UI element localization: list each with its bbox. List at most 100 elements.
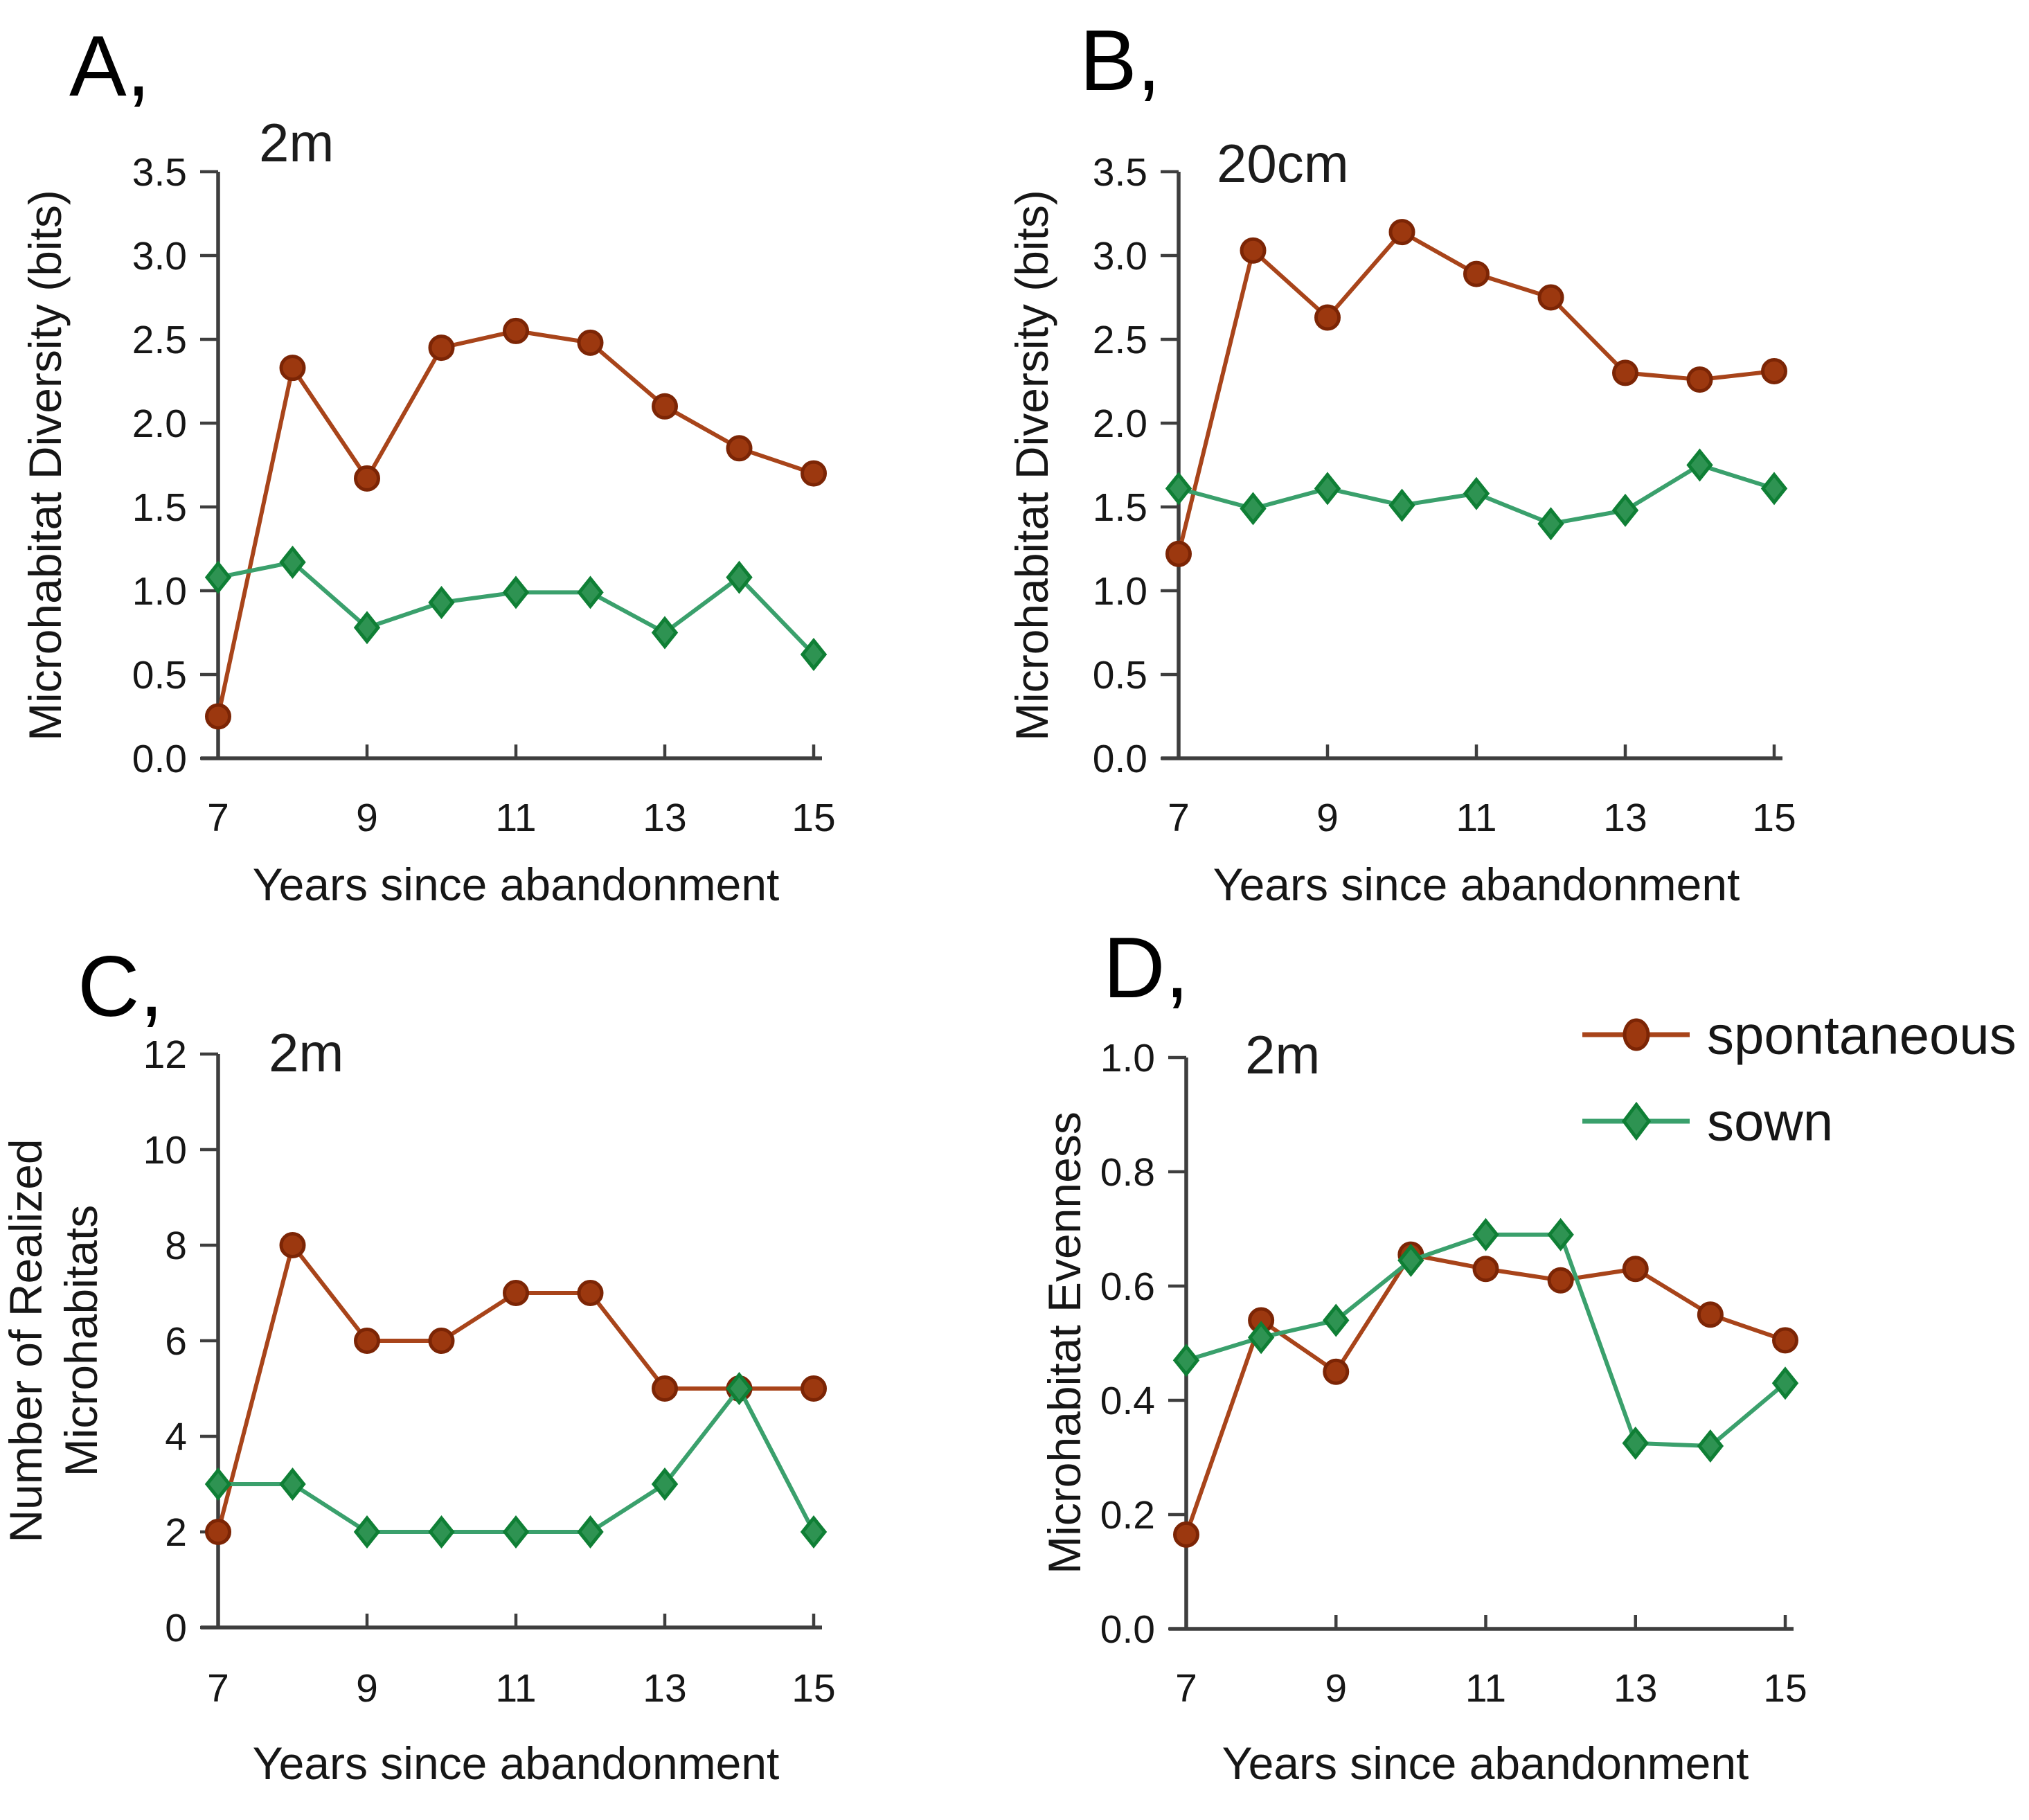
spontaneous-marker-circle	[503, 317, 529, 344]
sown-marker-diamond	[1697, 1429, 1724, 1463]
sown-marker-diamond	[1760, 472, 1788, 506]
sown-marker-diamond	[800, 637, 828, 671]
y-tick-label: 0	[165, 1606, 187, 1650]
y-tick-label: 1.0	[1093, 569, 1147, 614]
x-tick-label: 11	[495, 1666, 536, 1711]
sown-marker-diamond	[353, 611, 381, 645]
y-tick-label: 2	[165, 1510, 187, 1555]
y-tick-label: 0.5	[132, 653, 187, 697]
x-tick-label: 15	[792, 796, 835, 840]
x-axis-title: Years since abandonment	[253, 859, 780, 910]
y-tick-label: 0.6	[1100, 1265, 1155, 1309]
legend-label-spontaneous: spontaneous	[1707, 1004, 2017, 1065]
spontaneous-marker-circle	[801, 1375, 827, 1402]
x-axis-title: Years since abandonment	[253, 1738, 780, 1789]
x-tick-label: 13	[643, 796, 686, 840]
spontaneous-marker-circle	[1472, 1256, 1499, 1283]
y-tick-label: 0.0	[1093, 737, 1147, 781]
sown-marker-diamond	[1165, 472, 1192, 506]
x-tick-label: 9	[356, 1666, 378, 1711]
plot-area: 0.0 0.2 0.4 0.6 0.8 1.0 7 9 11 13 15	[1100, 1036, 1807, 1711]
spontaneous-marker-circle	[279, 1232, 306, 1258]
y-tick-label: 0.5	[1093, 653, 1147, 697]
y-tick-label: 2.5	[1093, 318, 1147, 362]
sown-marker-diamond	[353, 1515, 381, 1549]
spontaneous-marker-circle	[205, 1519, 231, 1545]
y-tick-label: 3.5	[1093, 150, 1147, 195]
chart-c-number-realized-microhabitats-2m: 0 2 4 6 8 10 12 7 9 11 13 15 C, 2m Number of Realiz…	[0, 939, 836, 1789]
sown-marker-diamond	[1547, 1217, 1574, 1251]
x-tick-label: 11	[1465, 1666, 1506, 1711]
sown-marker-diamond	[577, 1515, 604, 1549]
legend-diamond-icon	[1621, 1101, 1652, 1141]
sown-marker-diamond	[1388, 488, 1415, 522]
y-tick-label: 10	[143, 1128, 187, 1172]
panel-c: 0 2 4 6 8 10 12 7 9 11 13 15 C, 2m Number of Realiz…	[0, 910, 1014, 1820]
sown-marker-diamond	[279, 545, 306, 579]
sown-marker-diamond	[1537, 507, 1564, 541]
sown-marker-diamond	[1472, 1217, 1499, 1251]
spontaneous-marker-circle	[1165, 540, 1192, 567]
y-tick-label: 3.0	[1093, 234, 1147, 278]
spontaneous-marker-circle	[1761, 357, 1787, 384]
sown-marker-diamond	[428, 1515, 455, 1549]
spontaneous-marker-circle	[205, 703, 231, 730]
spontaneous-marker-circle	[1173, 1521, 1199, 1548]
y-tick-label: 0.2	[1100, 1493, 1155, 1537]
y-tick-label: 6	[165, 1319, 187, 1364]
y-tick-label: 8	[165, 1224, 187, 1268]
sown-marker-diamond	[428, 585, 455, 619]
y-axis-title: Microhabitat Diversity (bits)	[19, 190, 71, 741]
spontaneous-marker-circle	[1547, 1267, 1574, 1294]
chart-a-microhabitat-diversity-2m: 0.0 0.5 1.0 1.5 2.0 2.5 3.0 3.5 7 9 11 13 15 A, 2m M…	[19, 19, 836, 910]
y-tick-label: 0.4	[1100, 1379, 1155, 1423]
panel-letter: C,	[78, 939, 163, 1035]
spontaneous-marker-circle	[577, 1280, 604, 1306]
y-axis-title: Microhabitat Evenness	[1039, 1112, 1090, 1574]
panel-b: 0.0 0.5 1.0 1.5 2.0 2.5 3.0 3.5 7 9 11 13 15 B, 20cm…	[1014, 0, 2029, 910]
x-tick-label: 13	[1614, 1666, 1657, 1711]
spontaneous-marker-circle	[1537, 284, 1564, 311]
panel-annotation: 2m	[269, 1022, 343, 1083]
spontaneous-marker-circle	[354, 1328, 380, 1354]
spontaneous-marker-circle	[1240, 237, 1267, 264]
y-axis-title-line-2: Microhabitats	[55, 1205, 107, 1477]
spontaneous-marker-circle	[1314, 304, 1341, 331]
x-tick-label: 9	[356, 796, 378, 840]
sown-marker-diamond	[1622, 1426, 1649, 1460]
sown-marker-diamond	[1314, 472, 1341, 506]
x-tick-label: 7	[207, 1666, 229, 1711]
x-tick-label: 15	[1763, 1666, 1807, 1711]
panel-annotation: 2m	[1245, 1024, 1320, 1085]
spontaneous-marker-circle	[428, 334, 455, 362]
legend: spontaneous sown	[1582, 1004, 2017, 1152]
panel-letter: B,	[1080, 13, 1161, 109]
x-axis-title: Years since abandonment	[1222, 1738, 1749, 1789]
panel-annotation: 2m	[259, 112, 334, 173]
x-tick-label: 15	[792, 1666, 835, 1711]
x-tick-label: 9	[1316, 796, 1339, 840]
spontaneous-marker-circle	[279, 355, 306, 382]
spontaneous-marker-circle	[1686, 366, 1713, 393]
spontaneous-marker-circle	[577, 329, 604, 356]
y-tick-label: 1.5	[132, 485, 187, 530]
sown-marker-diamond	[1172, 1344, 1200, 1377]
sown-marker-diamond	[651, 1467, 679, 1501]
x-tick-label: 11	[495, 796, 536, 840]
sown-marker-diamond	[800, 1515, 828, 1549]
sown-marker-diamond	[1611, 493, 1639, 527]
chart-d-microhabitat-evenness-2m: 0.0 0.2 0.4 0.6 0.8 1.0 7 9 11 13 15 D, 2m Microha…	[1039, 920, 2017, 1789]
plot-area: 0 2 4 6 8 10 12 7 9 11 13 15	[143, 1033, 836, 1711]
y-tick-label: 2.0	[132, 402, 187, 446]
spontaneous-marker-circle	[652, 393, 678, 420]
x-tick-label: 7	[1168, 796, 1190, 840]
sown-marker-diamond	[204, 560, 232, 594]
x-tick-label: 7	[207, 796, 229, 840]
x-tick-label: 9	[1325, 1666, 1347, 1711]
sown-marker-diamond	[1397, 1243, 1424, 1277]
spontaneous-marker-circle	[1612, 359, 1638, 386]
x-tick-label: 7	[1175, 1666, 1197, 1711]
spontaneous-marker-circle	[801, 460, 827, 487]
spontaneous-line	[1184, 1252, 1786, 1535]
